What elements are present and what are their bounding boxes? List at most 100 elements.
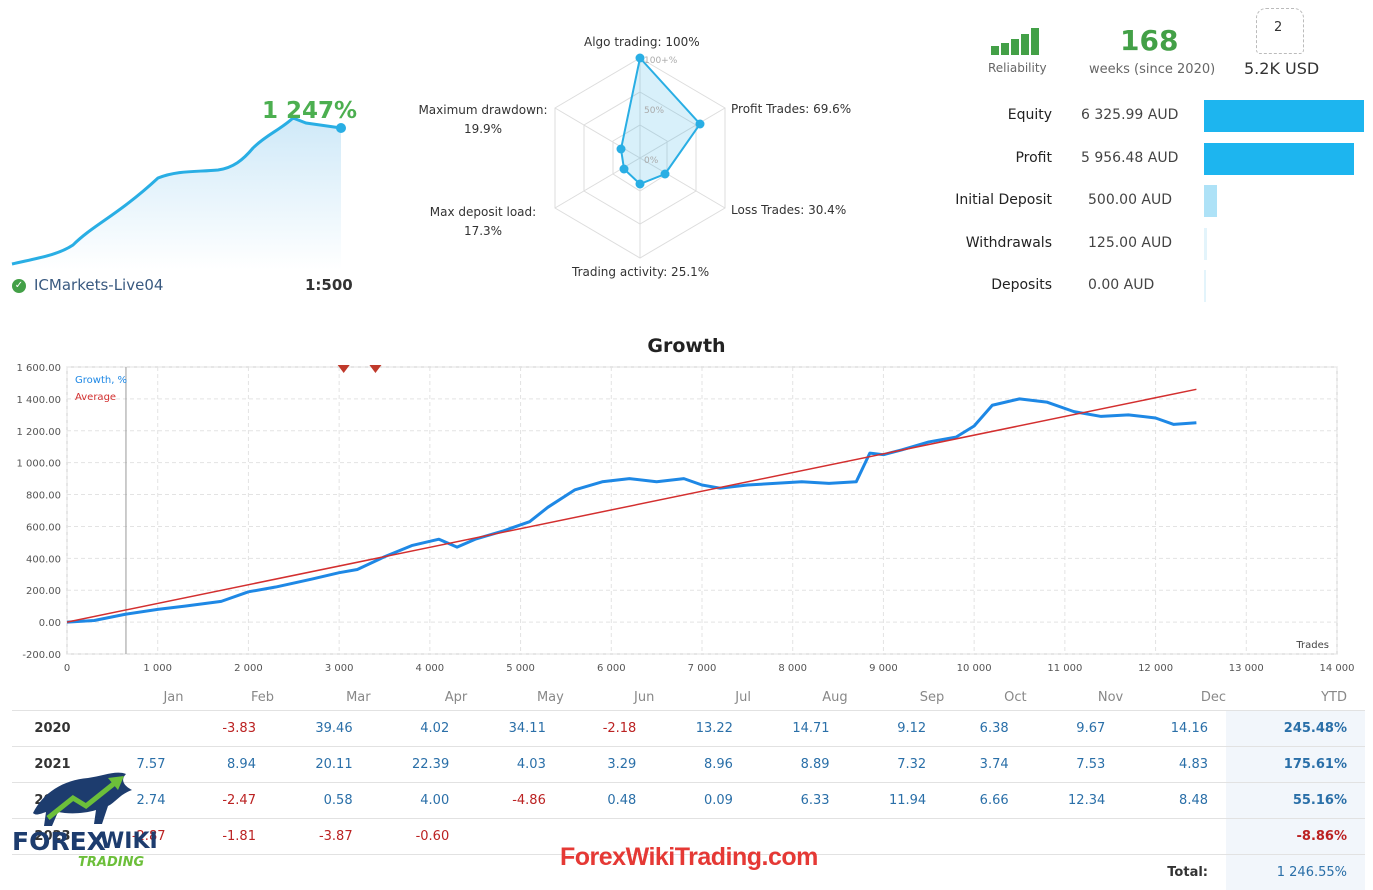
weeks-label: weeks (since 2020) — [1089, 62, 1215, 77]
month-value — [848, 819, 945, 855]
watermark-site[interactable]: ForexWikiTrading.com — [560, 843, 818, 872]
radar-label-algo: Algo trading: 100% — [584, 35, 700, 49]
month-value: 8.94 — [183, 747, 273, 783]
header-month: Nov — [1027, 684, 1124, 711]
reliability-icon — [991, 28, 1047, 55]
balance-bar — [1204, 185, 1217, 217]
weeks-count: 168 — [1120, 24, 1178, 57]
header-year — [12, 684, 93, 711]
y-tick-label: 1 400.00 — [16, 395, 61, 406]
month-value: 34.11 — [467, 711, 564, 747]
radar-chart: 100+% 50% 0% — [540, 50, 740, 265]
month-value: -0.60 — [371, 819, 468, 855]
month-value: 14.71 — [751, 711, 848, 747]
x-tick-label: 10 000 — [957, 663, 992, 674]
month-value: -2.47 — [183, 783, 273, 819]
month-value: 9.12 — [848, 711, 945, 747]
x-tick-label: 5 000 — [506, 663, 535, 674]
balance-label: Initial Deposit — [912, 192, 1052, 208]
radar-ring-0-label: 0% — [644, 156, 659, 166]
y-tick-label: 600.00 — [26, 522, 61, 533]
month-value: 0.58 — [274, 783, 371, 819]
balance-label: Profit — [912, 150, 1052, 166]
growth-percent: 1 247% — [262, 98, 357, 124]
x-axis-label: Trades — [1295, 640, 1329, 651]
radar-label-profit-trades: Profit Trades: 69.6% — [731, 102, 851, 116]
radar-ring-50-label: 50% — [644, 106, 664, 116]
y-tick-label: 0.00 — [39, 618, 61, 629]
month-value: 4.00 — [371, 783, 468, 819]
balance-value: 6 325.99 AUD — [1081, 107, 1178, 123]
balance-label: Withdrawals — [912, 235, 1052, 251]
month-value: -3.83 — [183, 711, 273, 747]
x-tick-label: 4 000 — [416, 663, 445, 674]
balance-bar — [1204, 270, 1206, 302]
month-value: 7.53 — [1027, 747, 1124, 783]
x-tick-label: 1 000 — [143, 663, 172, 674]
month-value: -1.81 — [183, 819, 273, 855]
balance-value: 5 956.48 AUD — [1081, 150, 1178, 166]
month-value: 12.34 — [1027, 783, 1124, 819]
y-tick-label: 400.00 — [26, 554, 61, 565]
row-ytd: 175.61% — [1226, 747, 1365, 783]
chart-title: Growth — [0, 335, 1373, 357]
month-value: 3.74 — [944, 747, 1026, 783]
header-month: Apr — [371, 684, 468, 711]
x-tick-label: 7 000 — [688, 663, 717, 674]
header-month: Sep — [848, 684, 945, 711]
header-month: Oct — [944, 684, 1026, 711]
mini-growth-area — [12, 118, 341, 270]
account-server[interactable]: ICMarkets-Live04 — [34, 276, 163, 294]
x-tick-label: 13 000 — [1229, 663, 1264, 674]
header-month: May — [467, 684, 564, 711]
reliability-label: Reliability — [988, 61, 1047, 75]
month-value: 39.46 — [274, 711, 371, 747]
x-tick-label: 14 000 — [1320, 663, 1355, 674]
header-month: Jun — [564, 684, 654, 711]
y-tick-label: 200.00 — [26, 586, 61, 597]
month-value: 8.48 — [1123, 783, 1226, 819]
month-value: 20.11 — [274, 747, 371, 783]
header-month: Feb — [183, 684, 273, 711]
table-row: 20222.74-2.470.584.00-4.860.480.096.3311… — [12, 783, 1365, 819]
month-value: 7.32 — [848, 747, 945, 783]
header-month: Aug — [751, 684, 848, 711]
month-value — [93, 711, 183, 747]
total-value: 1 246.55% — [1226, 855, 1365, 890]
header-month: YTD — [1226, 684, 1365, 711]
y-tick-label: 1 600.00 — [16, 363, 61, 374]
y-tick-label: 800.00 — [26, 491, 61, 502]
row-ytd: 245.48% — [1226, 711, 1365, 747]
radar-point-loss — [661, 170, 670, 179]
balance-bar — [1204, 228, 1207, 260]
radar-point-load — [620, 165, 629, 174]
radar-label-deposit-load: Max deposit load:17.3% — [418, 203, 548, 241]
month-value: 8.96 — [654, 747, 751, 783]
balance-bar — [1204, 143, 1354, 175]
month-value: 4.83 — [1123, 747, 1226, 783]
balance-value: 500.00 AUD — [1088, 192, 1172, 208]
x-tick-label: 12 000 — [1138, 663, 1173, 674]
month-value: 6.38 — [944, 711, 1026, 747]
month-value: -2.18 — [564, 711, 654, 747]
month-value: -4.86 — [467, 783, 564, 819]
mini-growth-end-dot — [336, 123, 346, 133]
subscription-price: 5.2K USD — [1244, 59, 1319, 78]
growth-chart: 1 600.001 400.001 200.001 000.00800.0060… — [0, 355, 1373, 680]
balance-value: 125.00 AUD — [1088, 235, 1172, 251]
month-value: 3.29 — [564, 747, 654, 783]
month-value: 6.66 — [944, 783, 1026, 819]
row-year: 2020 — [12, 711, 93, 747]
x-tick-label: 3 000 — [325, 663, 354, 674]
x-tick-label: 11 000 — [1047, 663, 1082, 674]
month-value: 13.22 — [654, 711, 751, 747]
radar-point-activity — [636, 180, 645, 189]
month-value: 6.33 — [751, 783, 848, 819]
month-value: -3.87 — [274, 819, 371, 855]
x-tick-label: 6 000 — [597, 663, 626, 674]
month-value — [944, 819, 1026, 855]
radar-label-drawdown: Maximum drawdown:19.9% — [418, 101, 548, 139]
month-value: 0.48 — [564, 783, 654, 819]
y-tick-label: 1 200.00 — [16, 427, 61, 438]
